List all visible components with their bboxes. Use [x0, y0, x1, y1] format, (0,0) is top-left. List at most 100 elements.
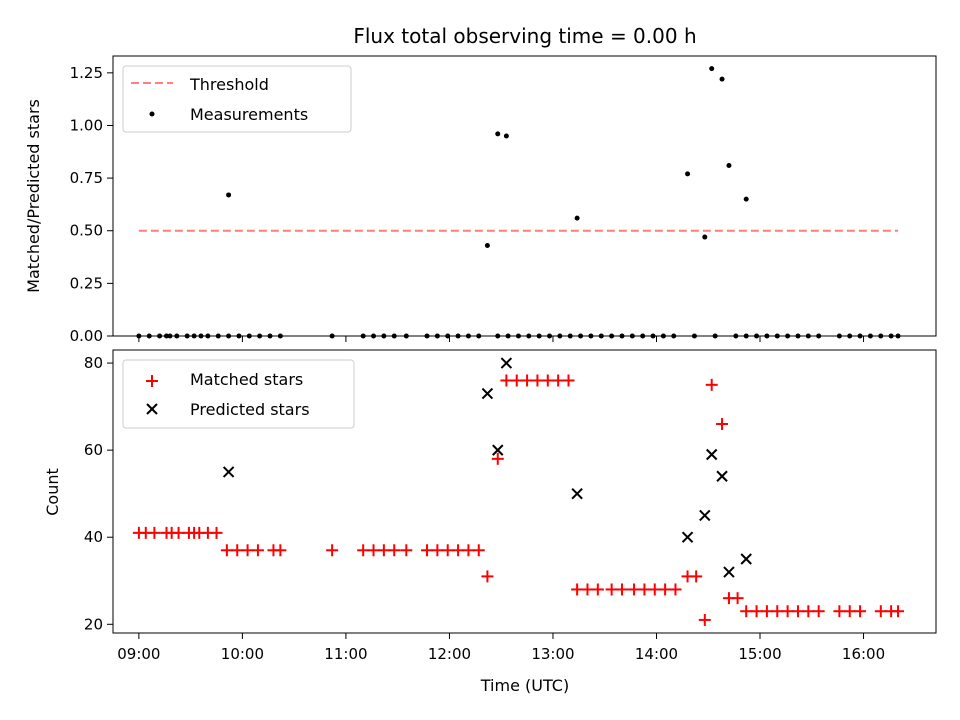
measurement-point	[588, 333, 594, 339]
measurement-point	[650, 333, 656, 339]
matched-star-point	[400, 544, 413, 557]
bottom-x-tick-label: 16:00	[842, 645, 885, 663]
measurement-point	[557, 333, 563, 339]
matched-star-point	[874, 605, 887, 618]
matched-star-point	[833, 605, 846, 618]
matched-star-point	[771, 605, 784, 618]
bottom-y-axis-ticks: 20 40 60 80	[84, 354, 113, 633]
bottom-legend-box	[122, 359, 355, 429]
top-y-tick-label: 0.25	[70, 274, 103, 292]
bottom-x-axis-ticks: 09:00 10:00 11:00 12:00 13:00 14:00 15:00 16:00	[117, 633, 885, 663]
legend-predicted-swatch	[146, 403, 158, 415]
top-legend: Threshold Measurements	[122, 65, 352, 133]
matched-star-point	[750, 605, 763, 618]
legend-matched-swatch	[146, 375, 158, 387]
measurement-point	[685, 171, 691, 177]
measurement-point	[329, 333, 335, 339]
bottom-y-tick-label: 20	[84, 615, 103, 633]
matched-star-point	[148, 526, 161, 539]
measurement-point	[567, 333, 573, 339]
matched-star-point	[326, 544, 339, 557]
measurement-point	[547, 333, 553, 339]
legend-matched-label: Matched stars	[190, 370, 303, 389]
measurement-points	[136, 66, 901, 339]
top-y-tick-label: 0.00	[70, 327, 103, 345]
matched-star-point	[854, 605, 867, 618]
measurement-point	[816, 333, 822, 339]
top-y-tick-label: 1.25	[70, 64, 103, 82]
matched-star-point	[531, 374, 544, 387]
measurement-point	[257, 333, 263, 339]
measurement-point	[226, 192, 232, 198]
matched-star-point	[220, 544, 233, 557]
measurement-point	[157, 333, 163, 339]
bottom-y-tick-label: 60	[84, 441, 103, 459]
measurement-point	[163, 333, 169, 339]
measurement-point	[503, 133, 509, 139]
measurement-point	[660, 333, 666, 339]
matched-star-point	[552, 374, 565, 387]
measurement-point	[167, 333, 173, 339]
predicted-star-point	[571, 487, 583, 500]
matched-star-point	[740, 605, 753, 618]
top-y-tick-label: 1.00	[70, 116, 103, 134]
matched-star-point	[541, 374, 554, 387]
measurement-point	[836, 333, 842, 339]
measurement-point	[574, 215, 580, 221]
measurement-point	[774, 333, 780, 339]
measurement-point	[609, 333, 615, 339]
matched-star-point	[628, 583, 641, 596]
measurement-point	[888, 333, 894, 339]
measurement-point	[465, 333, 471, 339]
measurement-point	[640, 333, 646, 339]
measurement-point	[184, 333, 190, 339]
bottom-x-tick-label: 10:00	[221, 645, 264, 663]
measurement-point	[277, 333, 283, 339]
top-plot-frame	[112, 55, 937, 337]
predicted-stars-points	[222, 357, 752, 578]
matched-star-point	[698, 613, 711, 626]
measurement-point	[205, 333, 211, 339]
bottom-y-tick-label: 80	[84, 354, 103, 372]
measurement-point	[733, 333, 739, 339]
measurement-point	[857, 333, 863, 339]
measurement-point	[726, 162, 732, 168]
matched-star-point	[892, 605, 905, 618]
predicted-star-point	[492, 444, 504, 456]
measurement-point	[226, 333, 232, 339]
matched-star-point	[521, 374, 534, 387]
matched-star-point	[581, 583, 594, 596]
measurement-point	[198, 333, 204, 339]
matched-star-point	[669, 583, 682, 596]
bottom-legend: Matched stars Predicted stars	[122, 359, 355, 429]
matched-star-point	[367, 544, 380, 557]
matched-star-point	[605, 583, 618, 596]
matched-star-point	[760, 605, 773, 618]
legend-predicted-label: Predicted stars	[190, 400, 310, 419]
top-y-tick-label: 0.75	[70, 169, 103, 187]
top-legend-box	[122, 65, 352, 133]
matched-star-point	[210, 526, 223, 539]
matched-star-point	[716, 418, 729, 431]
matched-star-point	[274, 544, 287, 557]
bottom-x-tick-label: 09:00	[117, 645, 160, 663]
predicted-star-point	[222, 466, 235, 478]
matched-star-point	[638, 583, 651, 596]
matched-star-point	[452, 544, 465, 557]
matched-star-point	[781, 605, 794, 618]
measurement-point	[371, 333, 377, 339]
measurement-point	[795, 333, 801, 339]
measurement-point	[598, 333, 604, 339]
matched-star-point	[462, 544, 475, 557]
measurement-point	[381, 333, 387, 339]
measurement-point	[743, 333, 749, 339]
measurement-point	[445, 333, 451, 339]
measurement-point	[136, 333, 142, 339]
matched-star-point	[843, 605, 856, 618]
measurement-point	[847, 333, 853, 339]
measurement-point	[878, 333, 884, 339]
predicted-star-point	[481, 387, 494, 400]
measurement-point	[476, 333, 482, 339]
matched-star-point	[231, 544, 244, 557]
